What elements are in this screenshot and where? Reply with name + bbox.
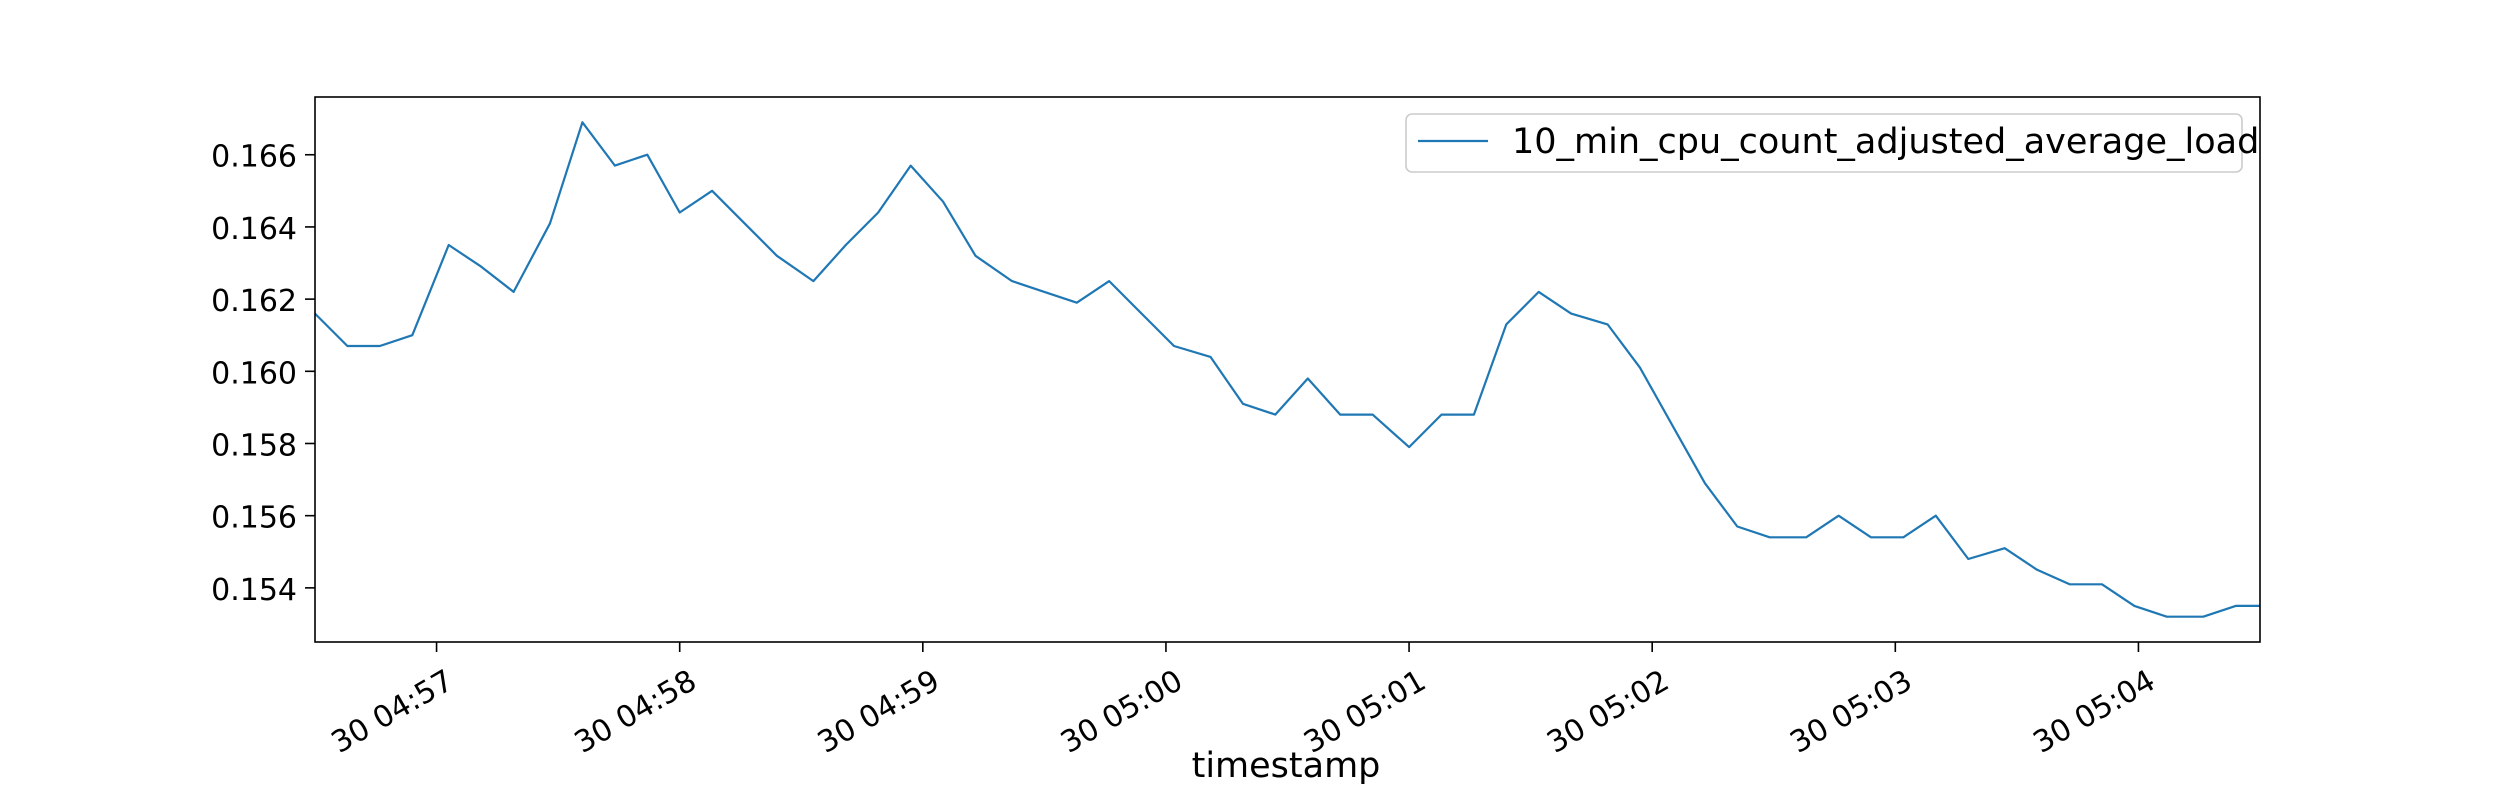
data-point: [910, 165, 911, 166]
data-point: [1044, 291, 1045, 292]
y-tick-label: 0.158: [211, 428, 297, 463]
data-point: [776, 255, 777, 256]
data-point: [1109, 281, 1110, 282]
y-tick-label: 0.160: [211, 356, 297, 391]
data-point: [448, 245, 449, 246]
data-point: [1340, 414, 1341, 415]
y-tick-label: 0.164: [211, 212, 297, 247]
data-point: [845, 245, 846, 246]
data-point: [1806, 537, 1807, 538]
data-point: [1737, 526, 1738, 527]
data-point: [1607, 324, 1608, 325]
x-axis-label: timestamp: [1192, 746, 1381, 786]
data-point: [1174, 346, 1175, 347]
x-tick-label: 30 04:59: [812, 663, 946, 760]
x-tick-label: 30 04:57: [326, 663, 460, 760]
data-point: [1012, 281, 1013, 282]
data-point: [679, 212, 680, 213]
data-point: [550, 223, 551, 224]
data-point: [582, 122, 583, 123]
data-point: [1935, 515, 1936, 516]
data-point: [1307, 378, 1308, 379]
data-point: [1640, 367, 1641, 368]
data-point: [1838, 515, 1839, 516]
data-point: [975, 255, 976, 256]
data-point: [1672, 425, 1673, 426]
y-tick-label: 0.154: [211, 573, 297, 608]
legend-box: [1405, 113, 2243, 173]
data-point: [1275, 414, 1276, 415]
data-point: [1968, 559, 1969, 560]
y-tick-label: 0.162: [211, 284, 297, 319]
data-point: [614, 165, 615, 166]
data-point: [1769, 537, 1770, 538]
data-point: [2134, 605, 2135, 606]
legend: 10_min_cpu_count_adjusted_average_load: [1405, 113, 2259, 173]
data-point: [1242, 403, 1243, 404]
plot-area-frame: [314, 96, 2261, 643]
x-tick-label: 30 04:58: [569, 663, 703, 760]
data-point: [712, 190, 713, 191]
data-point: [1210, 356, 1211, 357]
data-point: [513, 291, 514, 292]
data-point: [1441, 414, 1442, 415]
data-point: [2203, 616, 2204, 617]
data-point: [379, 346, 380, 347]
data-point: [1473, 414, 1474, 415]
data-point: [1506, 324, 1507, 325]
data-point: [1372, 414, 1373, 415]
data-point: [1871, 537, 1872, 538]
data-point: [481, 266, 482, 267]
data-point: [1409, 447, 1410, 448]
data-point: [347, 346, 348, 347]
data-point: [2069, 584, 2070, 585]
y-tick-label: 0.156: [211, 501, 297, 536]
data-point: [943, 201, 944, 202]
data-point: [1141, 313, 1142, 314]
data-point: [813, 281, 814, 282]
data-point: [1076, 302, 1077, 303]
x-tick-label: 30 05:04: [2028, 663, 2162, 760]
data-point: [1571, 313, 1572, 314]
data-point: [2004, 548, 2005, 549]
legend-entry-label: 10_min_cpu_count_adjusted_average_load: [1512, 122, 2259, 162]
y-tick-label: 0.166: [211, 140, 297, 175]
data-point: [2037, 569, 2038, 570]
series-line-0: [314, 121, 2260, 618]
data-point: [1903, 537, 1904, 538]
data-point: [2166, 616, 2167, 617]
data-point: [744, 223, 745, 224]
data-point: [878, 212, 879, 213]
x-axis: 30 04:57 30 04:58 30 04:59 30 05:00 30 05:01…: [326, 642, 2162, 761]
data-point: [412, 335, 413, 336]
x-tick-label: 30 05:02: [1541, 663, 1675, 760]
data-point: [2102, 584, 2103, 585]
x-tick-label: 30 05:03: [1784, 663, 1918, 760]
x-tick-label: 30 05:00: [1055, 663, 1189, 760]
series-layer: [314, 121, 2260, 618]
data-point: [647, 154, 648, 155]
data-point: [1704, 483, 1705, 484]
y-axis: 0.154 0.156 0.158 0.160 0.162 0.164 0.166: [211, 140, 315, 608]
data-point: [1538, 291, 1539, 292]
data-point: [2235, 605, 2236, 606]
